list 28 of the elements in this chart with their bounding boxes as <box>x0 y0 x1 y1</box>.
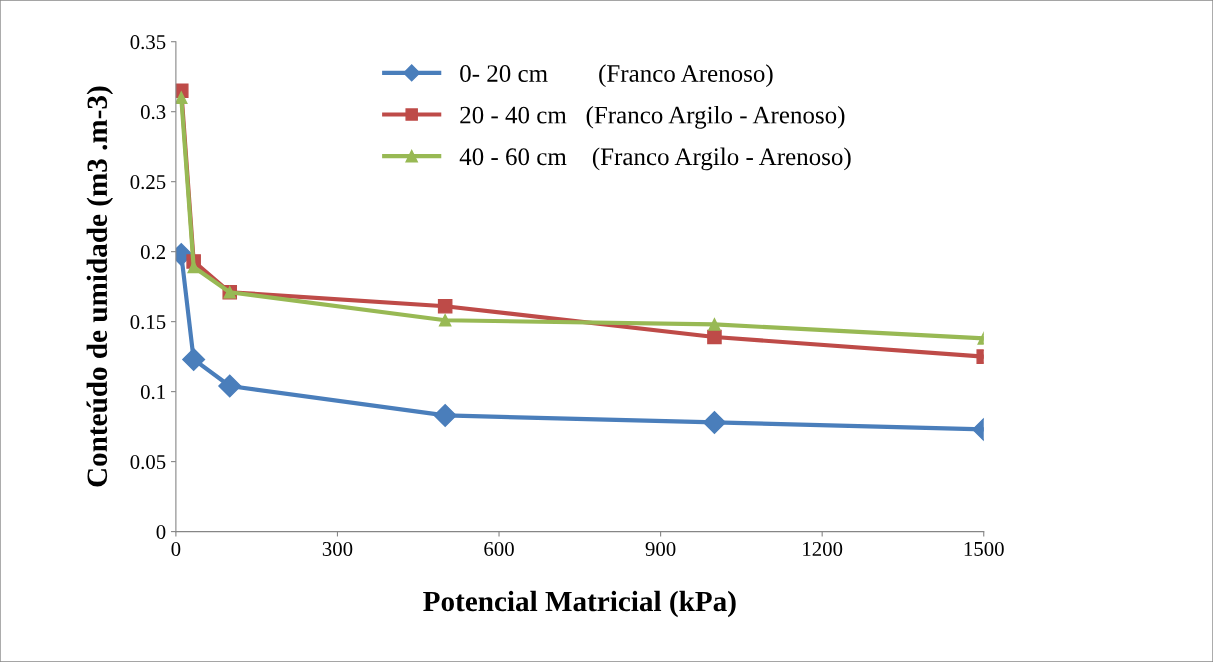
point <box>708 318 721 331</box>
point <box>707 329 722 345</box>
y-axis-title: Conteúdo de umidade (m3 .m-3) <box>86 86 114 487</box>
x-tick-label: 900 <box>645 541 676 556</box>
x-tick-label: 0 <box>171 541 181 556</box>
point <box>175 91 188 104</box>
x-tick-label: 1500 <box>964 541 1004 556</box>
x-tick-label: 600 <box>484 541 514 556</box>
point <box>218 374 242 398</box>
x-axis-title: Potencial Matricial (kPa) <box>423 590 736 618</box>
y-tick-label: 0.2 <box>140 245 166 260</box>
y-tick-label: 0.1 <box>140 384 165 400</box>
x-tick-label: 300 <box>322 541 353 556</box>
legend-label: 20 - 40 cm (Franco Argilo - Arenoso) <box>460 105 845 129</box>
y-tick-label: 0.05 <box>130 454 166 470</box>
point <box>433 403 457 427</box>
y-tick-label: 0 <box>156 524 166 540</box>
y-tick-label: 0.35 <box>130 35 166 50</box>
x-tick-label: 1200 <box>803 541 843 556</box>
legend-label: 0- 20 cm (Franco Arenoso) <box>460 64 773 88</box>
y-tick-label: 0.15 <box>130 315 166 330</box>
point <box>182 347 206 371</box>
point <box>438 313 452 327</box>
point <box>702 410 726 434</box>
point <box>437 298 453 314</box>
legend-label: 40 - 60 cm (Franco Argilo - Arenoso) <box>459 147 851 171</box>
y-tick-label: 0.25 <box>130 175 166 190</box>
y-tick-label: 0.3 <box>140 105 166 120</box>
